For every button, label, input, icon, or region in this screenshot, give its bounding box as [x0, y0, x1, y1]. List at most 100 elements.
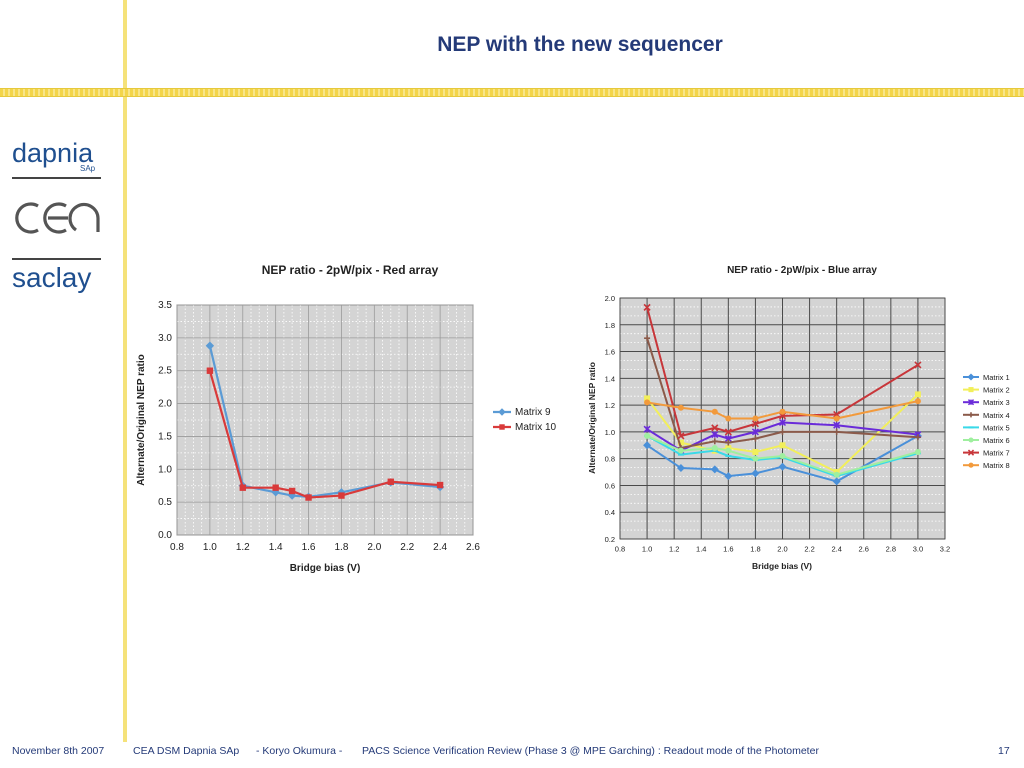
x-tick-label: 1.6 — [302, 542, 316, 553]
legend-label: Matrix 5 — [983, 423, 1010, 432]
legend-label: Matrix 9 — [515, 407, 551, 418]
chart-title: NEP ratio - 2pW/pix - Blue array — [727, 265, 877, 276]
data-point — [677, 453, 684, 456]
data-point — [338, 492, 345, 499]
data-point — [778, 418, 787, 427]
y-axis-label: Alternate/Original NEP ratio — [587, 362, 597, 474]
data-point — [387, 478, 394, 485]
data-point — [752, 455, 759, 462]
data-point — [967, 399, 975, 406]
legend-label: Matrix 2 — [983, 386, 1010, 395]
data-point — [968, 437, 974, 443]
x-tick-label: 1.0 — [642, 545, 652, 554]
legend-label: Matrix 1 — [983, 373, 1010, 382]
data-point — [968, 412, 974, 418]
data-point — [499, 424, 505, 430]
data-point — [752, 435, 759, 442]
data-point — [644, 395, 651, 402]
y-tick-label: 0.8 — [605, 455, 615, 464]
series-line — [646, 434, 919, 476]
red-array-chart: NEP ratio - 2pW/pix - Red array 0.0 0.5 1.… — [136, 263, 557, 574]
data-point — [643, 425, 651, 433]
data-point — [711, 444, 718, 451]
data-point — [833, 471, 840, 478]
data-point — [677, 447, 684, 454]
data-point — [779, 442, 786, 449]
x-tick-label: 1.8 — [334, 542, 348, 553]
data-point — [751, 428, 759, 436]
slide-title: NEP with the new sequencer — [437, 33, 723, 56]
data-point — [288, 487, 296, 495]
data-point — [752, 448, 759, 455]
data-point — [239, 484, 246, 491]
x-tick-label: 0.8 — [170, 542, 184, 553]
data-point — [779, 428, 786, 435]
data-point — [711, 408, 718, 415]
data-point — [914, 361, 922, 369]
data-point — [751, 420, 759, 428]
cea-logo: cea — [15, 202, 100, 234]
data-point — [725, 415, 732, 422]
data-point — [833, 415, 840, 422]
vertical-accent-line — [123, 0, 127, 742]
series-line — [646, 421, 919, 452]
y-tick-label: 1.0 — [605, 428, 615, 437]
footer-author: - Koryo Okumura - — [256, 745, 343, 757]
x-tick-label: 2.0 — [367, 542, 381, 553]
series-line — [646, 435, 919, 478]
x-tick-label: 3.0 — [913, 545, 923, 554]
data-point — [205, 341, 215, 350]
series-line — [646, 307, 919, 438]
footer-date: November 8th 2007 — [12, 745, 105, 757]
data-point — [832, 477, 841, 486]
y-tick-label: 0.2 — [605, 535, 615, 544]
legend-label: Matrix 6 — [983, 436, 1010, 445]
data-point — [833, 428, 840, 435]
dapnia-logo: dapnia — [12, 138, 94, 168]
x-tick-label: 1.8 — [750, 545, 760, 554]
y-tick-label: 1.4 — [605, 374, 615, 383]
y-tick-label: 2.0 — [605, 294, 615, 303]
data-point — [643, 441, 652, 450]
y-tick-label: 1.5 — [158, 431, 172, 442]
data-point — [833, 421, 841, 429]
legend-label: Matrix 8 — [983, 461, 1010, 470]
y-tick-label: 1.8 — [605, 321, 615, 330]
chart-title: NEP ratio - 2pW/pix - Red array — [262, 263, 439, 277]
x-tick-label: 2.6 — [859, 545, 869, 554]
x-tick-label: 2.2 — [400, 542, 414, 553]
data-point — [725, 454, 732, 457]
x-tick-label: 1.0 — [203, 542, 217, 553]
data-point — [711, 424, 719, 432]
saclay-logo: saclay — [12, 262, 92, 293]
data-point — [967, 449, 975, 456]
series-line — [646, 435, 919, 483]
x-axis-label: Bridge bias (V) — [290, 563, 361, 574]
data-point — [677, 404, 684, 411]
y-tick-label: 3.5 — [158, 300, 172, 311]
data-point — [677, 439, 684, 446]
data-point — [779, 452, 786, 459]
data-point — [644, 335, 651, 342]
logo-divider — [12, 258, 101, 260]
x-tick-label: 2.4 — [831, 545, 841, 554]
y-tick-label: 1.0 — [158, 464, 172, 475]
data-point — [711, 431, 719, 439]
legend-label: Matrix 4 — [983, 411, 1010, 420]
data-point — [914, 398, 921, 405]
series-line — [646, 337, 918, 450]
data-point — [305, 494, 312, 501]
logo-divider — [12, 177, 101, 179]
data-point — [710, 465, 719, 474]
data-point — [914, 448, 921, 455]
data-point — [914, 391, 921, 398]
data-point — [968, 387, 974, 393]
y-tick-label: 0.5 — [158, 497, 172, 508]
data-point — [725, 439, 732, 446]
footer-org: CEA DSM Dapnia SAp — [133, 745, 240, 757]
x-axis-label: Bridge bias (V) — [752, 561, 812, 571]
data-point — [643, 303, 651, 311]
series-line — [646, 393, 919, 474]
legend-label: Matrix 7 — [983, 449, 1010, 458]
data-point — [751, 469, 760, 478]
